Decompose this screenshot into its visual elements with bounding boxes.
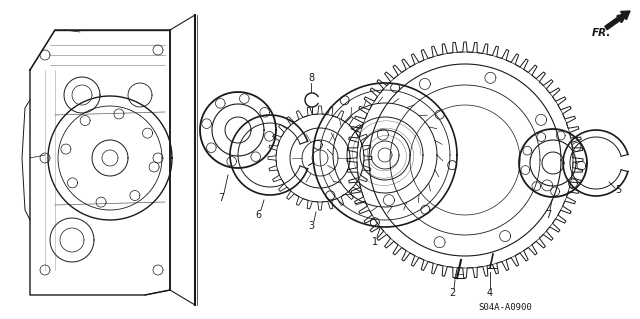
FancyArrow shape: [605, 11, 630, 30]
Text: 3: 3: [308, 221, 314, 231]
Text: 1: 1: [372, 237, 378, 247]
Text: 2: 2: [449, 288, 455, 298]
Text: S04A-A0900: S04A-A0900: [478, 303, 532, 313]
Text: 8: 8: [308, 73, 314, 83]
Text: 5: 5: [615, 185, 621, 195]
Text: 6: 6: [255, 210, 261, 220]
Text: FR.: FR.: [592, 28, 611, 38]
Text: 7: 7: [545, 210, 551, 220]
Text: 4: 4: [487, 288, 493, 298]
Text: 7: 7: [218, 193, 224, 203]
